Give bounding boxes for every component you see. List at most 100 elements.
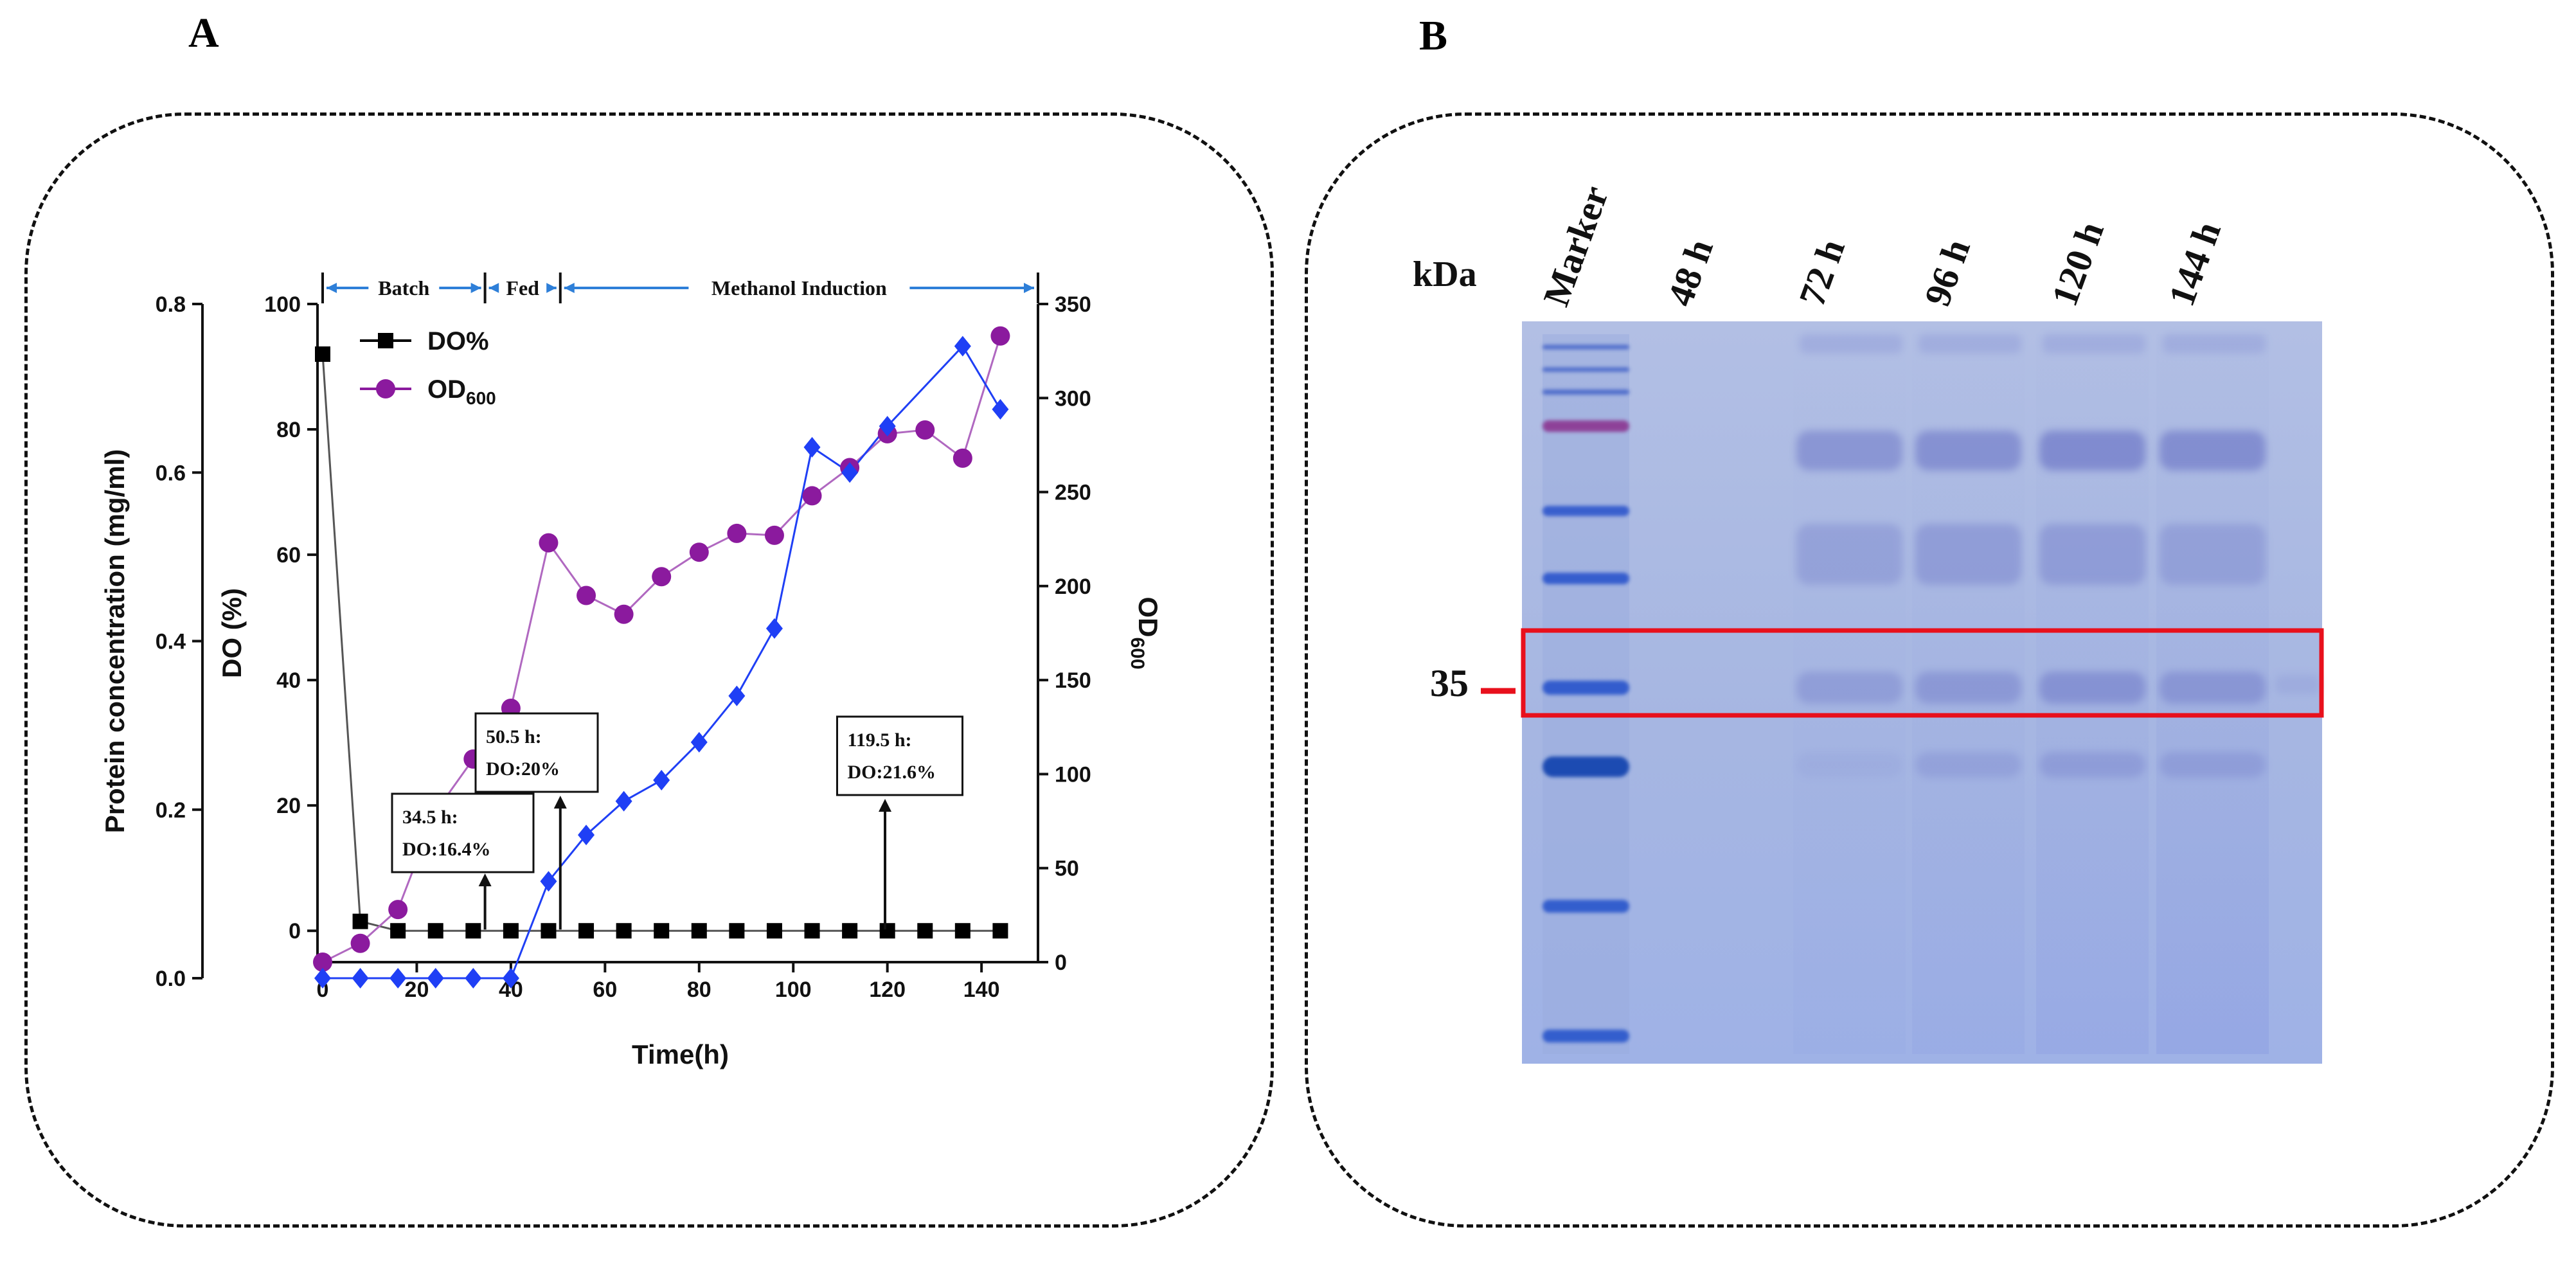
od-axis-title: OD600 [1127,596,1163,669]
panel-a-frame [24,112,1274,1228]
gel-top-band [2043,334,2145,353]
data-point-do- [541,923,557,939]
od-axis-tick-label: 0 [1055,951,1067,975]
marker-band [1543,573,1629,584]
data-point-protein-concentration [389,968,407,988]
gel-protein-band [1796,752,1902,778]
lane-label-96-h: 96 h [1916,234,1978,312]
phase-label-bg [499,275,547,301]
od-axis-tick-label: 200 [1055,575,1091,599]
legend-label: DO% [427,327,489,355]
data-point-protein-concentration [803,436,821,458]
annotation-box [836,715,963,796]
od-axis-title-sub: 600 [1127,637,1148,669]
data-point-protein-concentration [992,398,1009,420]
data-point-od600 [990,326,1010,346]
annotation-do: DO:16.4% [402,839,491,860]
annotation-box [391,792,535,873]
data-point-do- [390,923,406,939]
do-axis-tick-label: 80 [276,418,301,442]
annotation-do: DO:21.6% [848,762,936,783]
od-axis-tick-label: 250 [1055,481,1091,505]
data-point-protein-concentration [879,416,896,437]
data-point-protein-concentration [352,968,369,988]
annotation-do: DO:20% [486,758,560,780]
data-point-do- [729,923,745,939]
od-axis-tick-label: 50 [1055,857,1079,881]
gel-protein-band [2039,431,2145,470]
data-point-do- [879,923,895,939]
data-point-od600 [350,933,370,953]
x-axis-tick-label: 80 [687,978,711,1002]
data-point-od600 [577,586,596,605]
lane-label-marker: Marker [1535,181,1616,312]
data-point-do- [503,923,519,939]
lane-label-72-h: 72 h [1791,234,1853,312]
data-point-do- [578,923,595,939]
phase-label: Batch [378,276,429,300]
x-axis-title: Time(h) [632,1039,729,1069]
data-point-protein-concentration [615,791,632,812]
phase-arrow-head-right [546,283,557,293]
data-point-do- [766,923,782,939]
protein-axis-tick-label: 0.4 [156,630,186,654]
data-point-od600 [953,448,972,468]
data-point-do- [654,923,670,939]
protein-axis-tick-label: 0.8 [156,292,186,317]
marker-band [1543,420,1629,432]
lane-label-48-h: 48 h [1659,234,1721,312]
marker-band [1543,506,1629,516]
data-point-od600 [727,523,747,543]
annotation-time: 50.5 h: [486,726,542,747]
panel-a-label: A [188,10,219,57]
marker-band [1543,681,1629,695]
data-point-do- [352,913,368,929]
gel-protein-band [1915,431,2021,470]
phase-arrow-head-left [488,283,499,293]
do-axis-tick-label: 60 [276,543,301,568]
data-point-do- [842,923,858,939]
protein-axis-tick-label: 0.6 [156,461,186,485]
target-band-highlight-box [1521,628,2324,718]
data-point-od600 [539,533,559,553]
data-point-od600 [652,567,672,587]
data-point-protein-concentration [465,968,482,988]
do-axis-tick-label: 40 [276,668,301,693]
data-point-od600 [764,525,784,545]
x-axis-tick-label: 60 [593,978,617,1002]
od-axis-tick-label: 150 [1055,668,1091,693]
data-point-do- [992,923,1008,939]
phase-arrow-head-left [326,283,337,293]
lane-label-120-h: 120 h [2043,217,2112,312]
x-axis-tick-label: 120 [869,978,906,1002]
gel-top-band [2163,334,2266,353]
od-axis-tick-label: 300 [1055,386,1091,411]
legend-marker-circle [376,379,395,398]
data-point-od600 [689,542,709,562]
x-axis-tick-label: 100 [775,978,812,1002]
gel-protein-band [2160,672,2266,704]
do-axis-title: DO (%) [217,588,247,678]
data-point-od600 [915,420,935,440]
data-point-protein-concentration [502,968,519,988]
data-point-do- [917,923,933,939]
x-axis-tick-label: 20 [405,978,429,1002]
data-point-od600 [388,900,408,920]
data-point-do- [315,346,330,362]
legend-label-main: OD [427,375,466,404]
data-point-protein-concentration [427,968,444,988]
gel-protein-band [1796,524,1902,585]
annotation-time: 34.5 h: [402,807,458,828]
phase-label-bg [688,275,910,301]
lane-label-144-h: 144 h [2160,217,2229,312]
legend-label-main: DO% [427,327,489,355]
data-point-do- [616,923,632,939]
annotation-arrow-head [879,799,892,812]
panel-b-label: B [1419,12,1448,59]
gel-protein-band [1796,431,1902,470]
annotation-box [474,712,599,793]
od-axis-tick-label: 100 [1055,762,1091,787]
gel-faint-band [2275,675,2320,694]
phase-label: Methanol Induction [711,276,887,300]
data-point-do- [465,923,481,939]
